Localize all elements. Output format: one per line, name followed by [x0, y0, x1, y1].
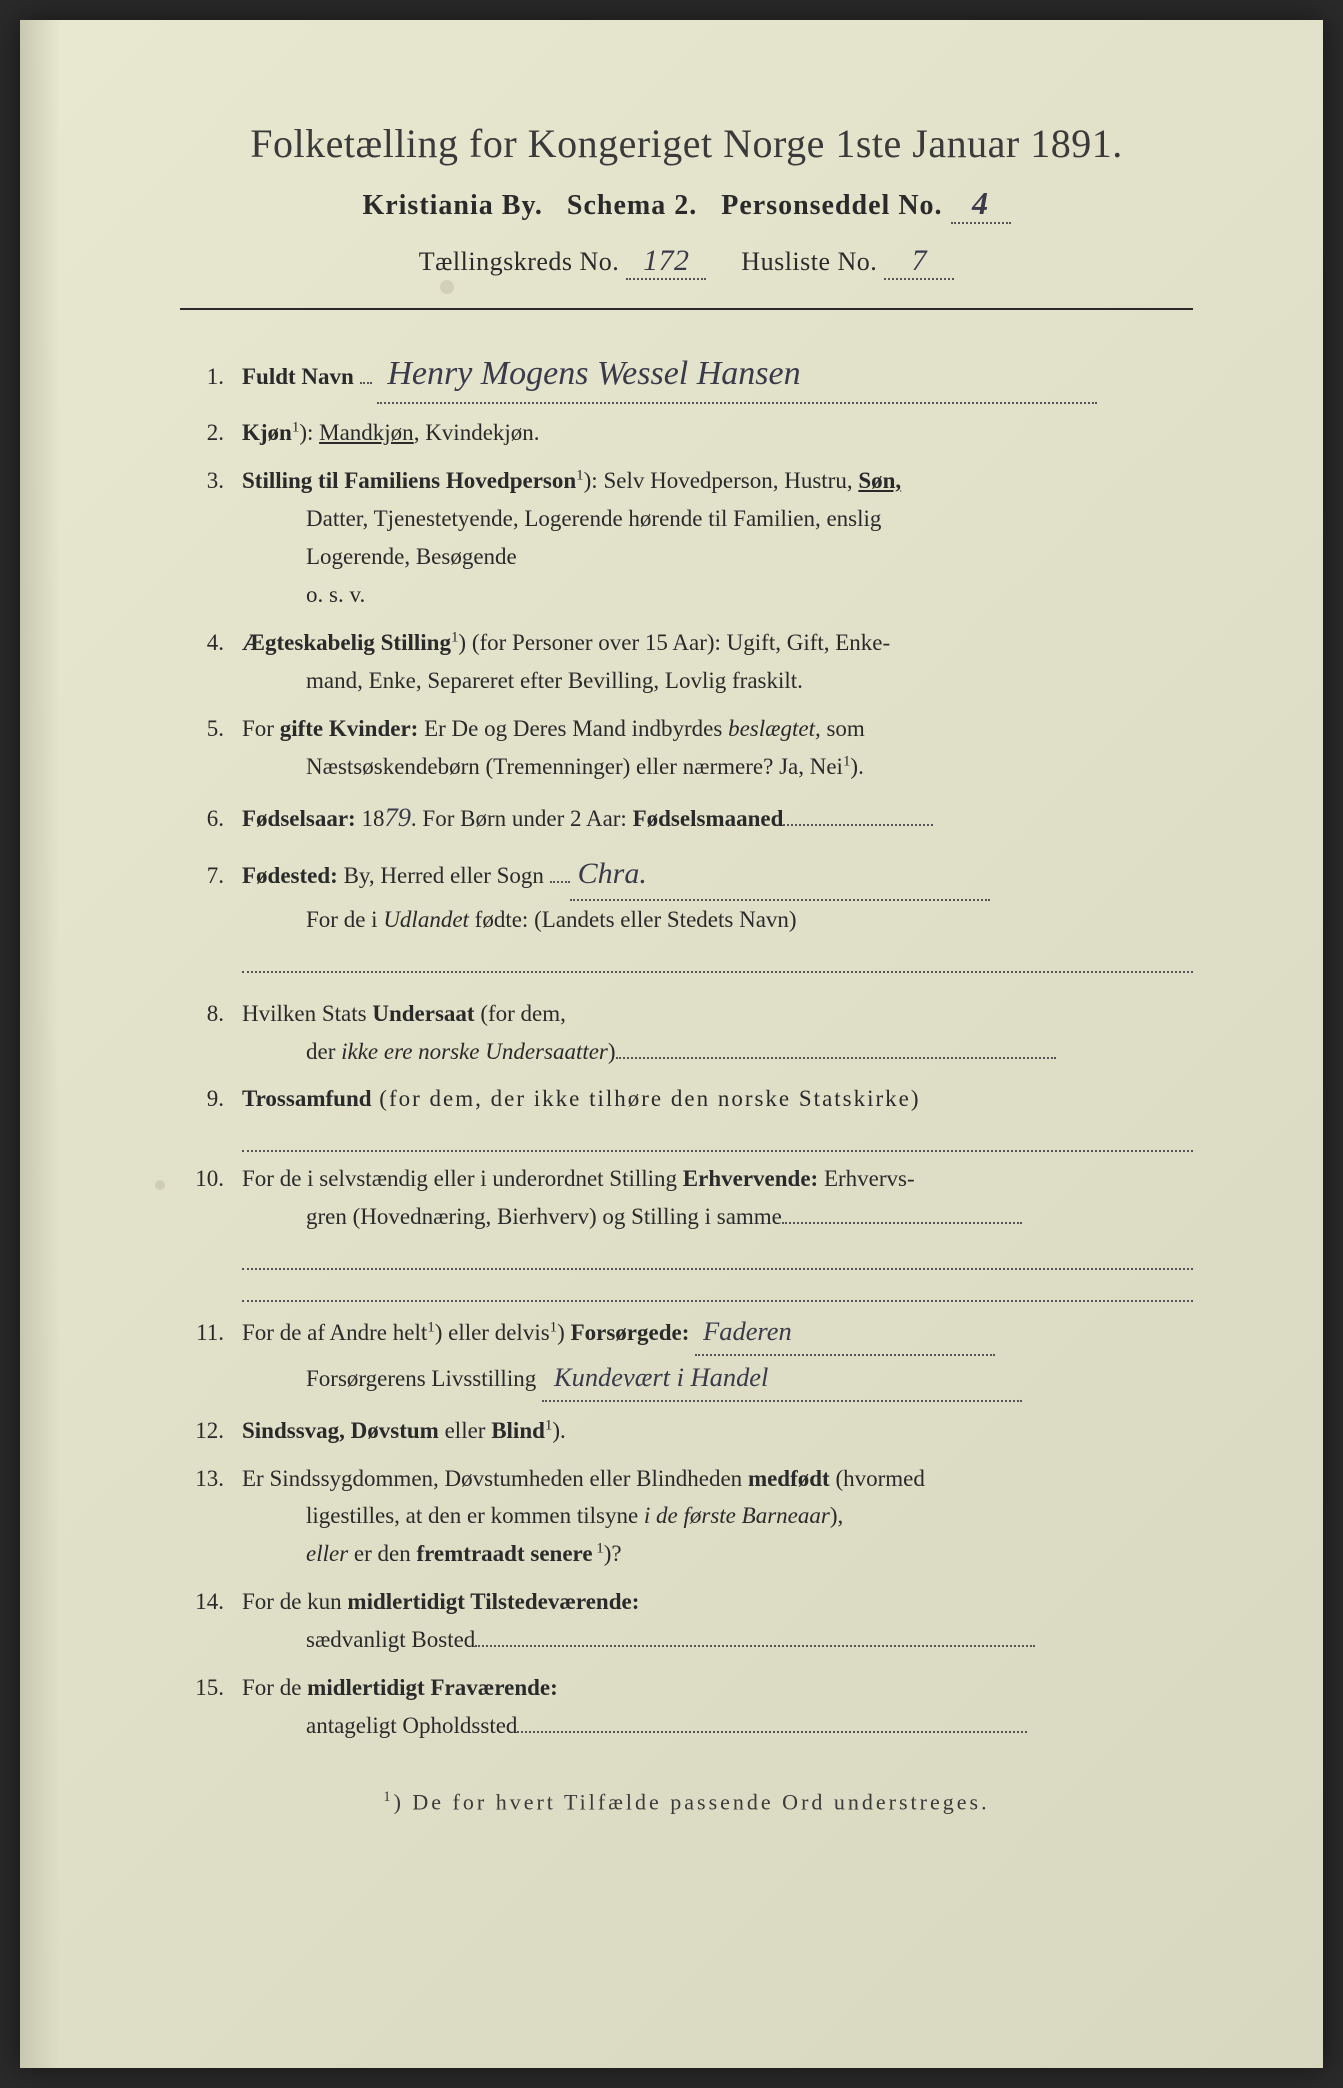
row-number: 3. [190, 462, 242, 500]
stilling-selected: Søn, [858, 468, 901, 493]
row-trossamfund: 9. Trossamfund (for dem, der ikke tilhør… [190, 1080, 1193, 1118]
blank-line [242, 1278, 1193, 1302]
name-value: Henry Mogens Wessel Hansen [377, 346, 1097, 404]
schema-label: Schema 2. [567, 190, 697, 221]
livsstilling-value: Kundevært i Handel [542, 1356, 1022, 1402]
personseddel-label: Personseddel No. [721, 190, 942, 221]
row-number: 2. [190, 414, 242, 452]
row-number: 13. [190, 1460, 242, 1498]
row-erhvervende: 10. For de i selvstændig eller i underor… [190, 1160, 1193, 1236]
row-tilstedevaerende: 14. For de kun midlertidigt Tilstedevære… [190, 1583, 1193, 1659]
row-fravaerende: 15. For de midlertidigt Fraværende: anta… [190, 1669, 1193, 1745]
row-stilling: 3. Stilling til Familiens Hovedperson1):… [190, 462, 1193, 614]
footnote: 1) De for hvert Tilfælde passende Ord un… [180, 1789, 1193, 1815]
row-number: 7. [190, 857, 242, 895]
row-fuldt-navn: 1. Fuldt Navn Henry Mogens Wessel Hansen [190, 346, 1193, 404]
row-fodselsaar: 6. Fødselsaar: 1879. For Børn under 2 Aa… [190, 796, 1193, 840]
row-medfodt: 13. Er Sindssygdommen, Døvstumheden elle… [190, 1460, 1193, 1574]
row-number: 12. [190, 1412, 242, 1450]
main-title: Folketælling for Kongeriget Norge 1ste J… [180, 120, 1193, 167]
husliste-label: Husliste No. [741, 247, 877, 276]
paper-spot [440, 280, 454, 294]
blank-line [242, 1246, 1193, 1270]
paper-spot [155, 1180, 165, 1190]
row-number: 10. [190, 1160, 242, 1198]
tellingskreds-no: 172 [626, 244, 706, 280]
field-label: Stilling til Familiens Hovedperson [242, 468, 576, 493]
row-fodested: 7. Fødested: By, Herred eller Sogn Chra.… [190, 849, 1193, 938]
field-label: Fødested: [242, 863, 338, 888]
row-undersaat: 8. Hvilken Stats Undersaat (for dem, der… [190, 995, 1193, 1071]
field-label: Sindssvag, Døvstum [242, 1418, 439, 1443]
row-aegteskab: 4. Ægteskabelig Stilling1) (for Personer… [190, 624, 1193, 700]
tellingskreds-label: Tællingskreds No. [419, 247, 620, 276]
birth-year: 79 [384, 802, 410, 832]
row-number: 6. [190, 800, 242, 838]
row-number: 4. [190, 624, 242, 662]
row-number: 5. [190, 710, 242, 748]
row-kjon: 2. Kjøn1): Mandkjøn, Kvindekjøn. [190, 414, 1193, 452]
kjon-selected: Mandkjøn [319, 420, 414, 445]
row-number: 15. [190, 1669, 242, 1707]
forsorgede-value: Faderen [695, 1310, 995, 1356]
row-forsorgede: 11. For de af Andre helt1) eller delvis1… [190, 1310, 1193, 1401]
row-number: 14. [190, 1583, 242, 1621]
personseddel-no: 4 [951, 185, 1011, 224]
row-number: 9. [190, 1080, 242, 1118]
divider [180, 308, 1193, 310]
row-number: 11. [190, 1314, 242, 1352]
subtitle-line: Kristiania By. Schema 2. Personseddel No… [180, 185, 1193, 224]
husliste-no: 7 [884, 244, 954, 280]
form-body: 1. Fuldt Navn Henry Mogens Wessel Hansen… [180, 346, 1193, 1745]
row-number: 1. [190, 358, 242, 396]
row-sindssvag: 12. Sindssvag, Døvstum eller Blind1). [190, 1412, 1193, 1450]
field-label: Ægteskabelig Stilling [242, 630, 451, 655]
city-label: Kristiania By. [362, 190, 542, 221]
subtitle-line-2: Tællingskreds No. 172 Husliste No. 7 [180, 244, 1193, 280]
blank-line [242, 949, 1193, 973]
row-number: 8. [190, 995, 242, 1033]
blank-line [242, 1128, 1193, 1152]
field-label: Trossamfund [242, 1086, 372, 1111]
birthplace-value: Chra. [570, 849, 990, 901]
field-label: Fuldt Navn [242, 364, 354, 389]
field-label: Fødselsaar: [242, 806, 356, 831]
census-form-page: Folketælling for Kongeriget Norge 1ste J… [20, 20, 1323, 2068]
row-gifte-kvinder: 5. For gifte Kvinder: Er De og Deres Man… [190, 710, 1193, 786]
field-label: Kjøn [242, 420, 292, 445]
